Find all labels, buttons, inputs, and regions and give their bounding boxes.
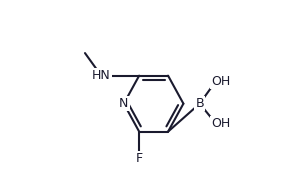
Text: N: N (119, 97, 128, 110)
Text: HN: HN (92, 69, 111, 82)
Text: B: B (195, 97, 204, 110)
Text: F: F (136, 152, 143, 165)
Text: OH: OH (212, 117, 231, 130)
Text: OH: OH (212, 75, 231, 88)
